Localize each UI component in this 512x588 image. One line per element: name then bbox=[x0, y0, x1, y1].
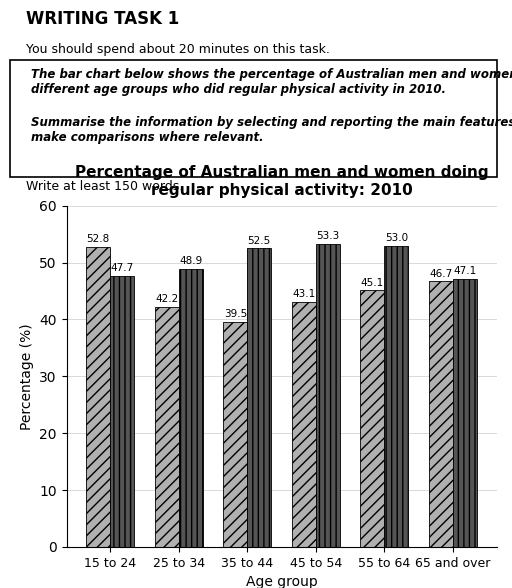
Bar bbox=[360, 290, 385, 547]
Text: 53.3: 53.3 bbox=[316, 231, 339, 241]
Text: WRITING TASK 1: WRITING TASK 1 bbox=[26, 10, 179, 28]
Bar bbox=[316, 244, 340, 547]
FancyBboxPatch shape bbox=[10, 60, 497, 176]
Bar bbox=[247, 249, 271, 547]
Y-axis label: Percentage (%): Percentage (%) bbox=[19, 323, 34, 430]
Text: 42.2: 42.2 bbox=[155, 294, 178, 304]
Title: Percentage of Australian men and women doing
regular physical activity: 2010: Percentage of Australian men and women d… bbox=[75, 165, 488, 198]
Text: 52.5: 52.5 bbox=[248, 236, 271, 246]
Bar bbox=[223, 322, 247, 547]
Bar bbox=[429, 282, 453, 547]
Text: Write at least 150 words.: Write at least 150 words. bbox=[26, 181, 183, 193]
Bar bbox=[110, 276, 134, 547]
Bar bbox=[155, 307, 179, 547]
Text: 48.9: 48.9 bbox=[179, 256, 202, 266]
Text: 47.7: 47.7 bbox=[111, 263, 134, 273]
Text: 47.1: 47.1 bbox=[454, 266, 477, 276]
X-axis label: Age group: Age group bbox=[246, 575, 317, 588]
Text: 52.8: 52.8 bbox=[87, 234, 110, 244]
Text: 43.1: 43.1 bbox=[292, 289, 315, 299]
Bar bbox=[385, 246, 409, 547]
Text: 39.5: 39.5 bbox=[224, 309, 247, 319]
Text: Summarise the information by selecting and reporting the main features, and
make: Summarise the information by selecting a… bbox=[31, 116, 512, 145]
Text: You should spend about 20 minutes on this task.: You should spend about 20 minutes on thi… bbox=[26, 43, 330, 56]
Bar bbox=[292, 302, 316, 547]
Bar bbox=[453, 279, 477, 547]
Text: 46.7: 46.7 bbox=[430, 269, 453, 279]
Bar bbox=[179, 269, 203, 547]
Text: 45.1: 45.1 bbox=[361, 278, 384, 288]
Text: 53.0: 53.0 bbox=[385, 233, 408, 243]
Bar bbox=[86, 247, 110, 547]
Text: The bar chart below shows the percentage of Australian men and women in
differen: The bar chart below shows the percentage… bbox=[31, 68, 512, 96]
